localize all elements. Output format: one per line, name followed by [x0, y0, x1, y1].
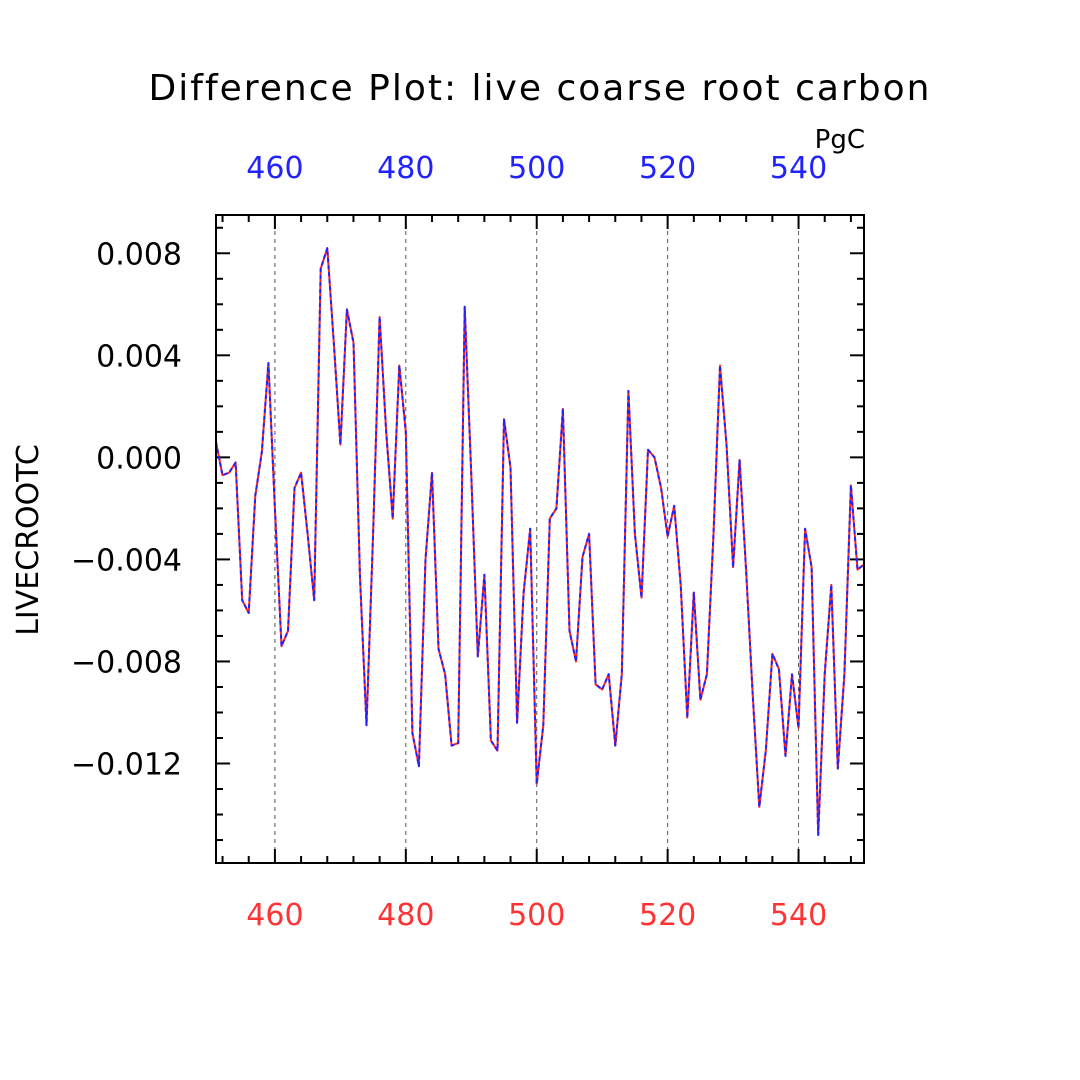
data-series: [215, 247, 865, 836]
x-tick-label-top: 500: [508, 151, 565, 186]
x-tick-label-bottom: 520: [639, 898, 696, 933]
x-tick-label-top: 520: [639, 151, 696, 186]
x-tick-label-top: 540: [770, 151, 827, 186]
x-tick-label-bottom: 540: [770, 898, 827, 933]
tick-labels: 460 460 480 480 500 500 520 520 540 540 0.008 0.004…: [71, 151, 827, 933]
y-tick-label: 0.000: [96, 441, 182, 476]
y-tick-label: 0.008: [96, 237, 182, 272]
y-tick-label: −0.008: [71, 645, 182, 680]
x-tick-label-bottom: 480: [377, 898, 434, 933]
units-label: PgC: [815, 125, 865, 155]
x-tick-label-top: 480: [377, 151, 434, 186]
x-tick-label-bottom: 460: [246, 898, 303, 933]
plot-area-frame: [215, 214, 865, 864]
y-tick-label: 0.004: [96, 339, 182, 374]
y-axis-label: LIVECROOTC: [11, 444, 46, 636]
axis-ticks: [216, 215, 864, 863]
y-tick-label: −0.004: [71, 543, 182, 578]
x-tick-label-top: 460: [246, 151, 303, 186]
x-tick-label-bottom: 500: [508, 898, 565, 933]
y-tick-label: −0.012: [71, 748, 182, 783]
chart-title: Difference Plot: live coarse root carbon: [149, 68, 932, 109]
series-line-2: [215, 247, 865, 836]
